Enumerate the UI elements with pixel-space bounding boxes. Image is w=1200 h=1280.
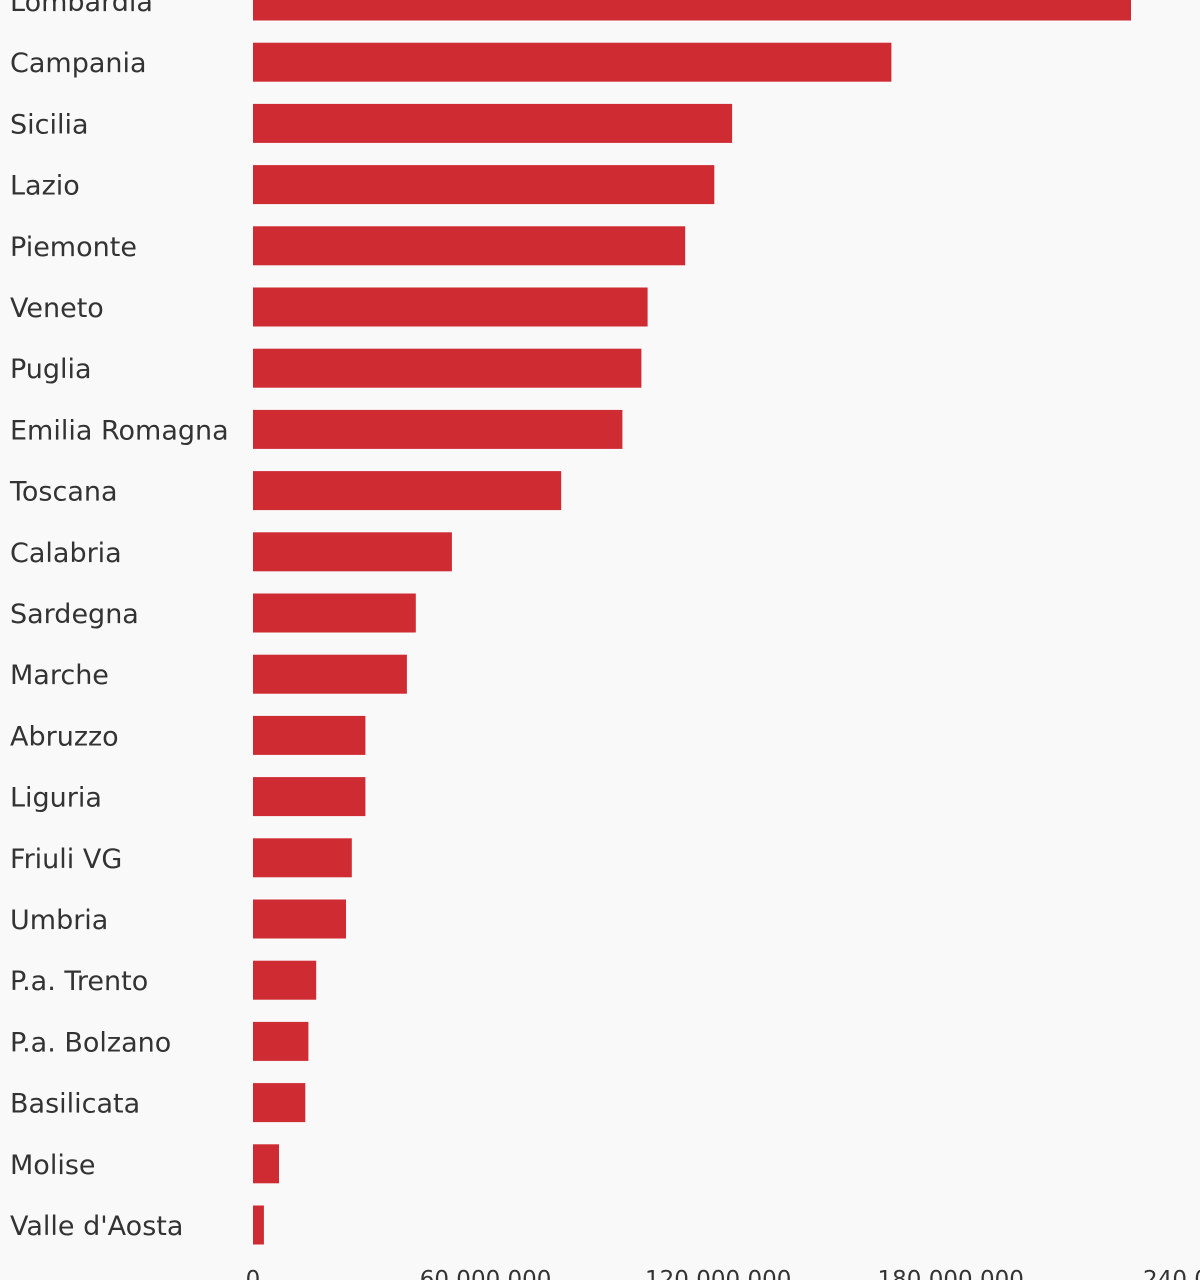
bar-marche [253,654,407,694]
category-label-emilia-romagna: Emilia Romagna [10,415,229,446]
x-tick-label-4: 240 00 [1143,1267,1200,1280]
category-label-lombardia: Lombardia [10,0,153,18]
bar-toscana [253,471,562,511]
bar-lazio [253,165,715,205]
category-label-sicilia: Sicilia [10,109,89,140]
bar-piemonte [253,226,686,266]
bar-veneto [253,287,648,327]
x-tick-label-3: 180 000 000 [878,1267,1024,1280]
bar-p-a-bolzano [253,1021,309,1061]
category-label-basilicata: Basilicata [10,1089,140,1120]
category-label-liguria: Liguria [10,783,102,814]
category-label-molise: Molise [10,1150,96,1181]
category-label-umbria: Umbria [10,905,108,936]
category-label-piemonte: Piemonte [10,232,137,263]
bar-puglia [253,348,642,388]
bar-molise [253,1144,279,1184]
bar-basilicata [253,1083,306,1123]
x-axis-ticks: 0 60 000 000 120 000 000 180 000 000 240 00 [246,1267,1200,1280]
category-label-p-a-bolzano: P.a. Bolzano [10,1027,171,1058]
category-labels: Lombardia Campania Sicilia Lazio Piemonte Ven… [9,0,229,1242]
bar-sardegna [253,593,416,633]
bar-lombardia [253,0,1131,21]
bars-layer [253,0,1131,1245]
category-label-abruzzo: Abruzzo [10,721,119,752]
category-label-valle-d-aosta: Valle d'Aosta [10,1211,183,1242]
category-label-calabria: Calabria [10,538,122,569]
bar-p-a-trento [253,960,317,1000]
bar-calabria [253,532,452,572]
category-label-veneto: Veneto [10,293,104,324]
x-tick-label-0: 0 [246,1267,261,1280]
category-label-friuli-vg: Friuli VG [10,844,122,875]
x-tick-label-1: 60 000 000 [420,1267,552,1280]
category-label-sardegna: Sardegna [10,599,139,630]
bar-campania [253,42,892,82]
x-tick-label-2: 120 000 000 [645,1267,791,1280]
category-label-lazio: Lazio [10,171,80,202]
category-label-marche: Marche [10,660,109,691]
bar-emilia-romagna [253,409,623,449]
bar-liguria [253,777,366,817]
bar-valle-d-aosta [253,1205,264,1245]
category-label-toscana: Toscana [9,477,118,508]
bar-abruzzo [253,715,366,755]
category-label-puglia: Puglia [10,354,92,385]
bar-umbria [253,899,346,939]
bar-friuli-vg [253,838,352,878]
bar-sicilia [253,103,733,143]
category-label-p-a-trento: P.a. Trento [10,966,148,997]
category-label-campania: Campania [10,48,147,79]
